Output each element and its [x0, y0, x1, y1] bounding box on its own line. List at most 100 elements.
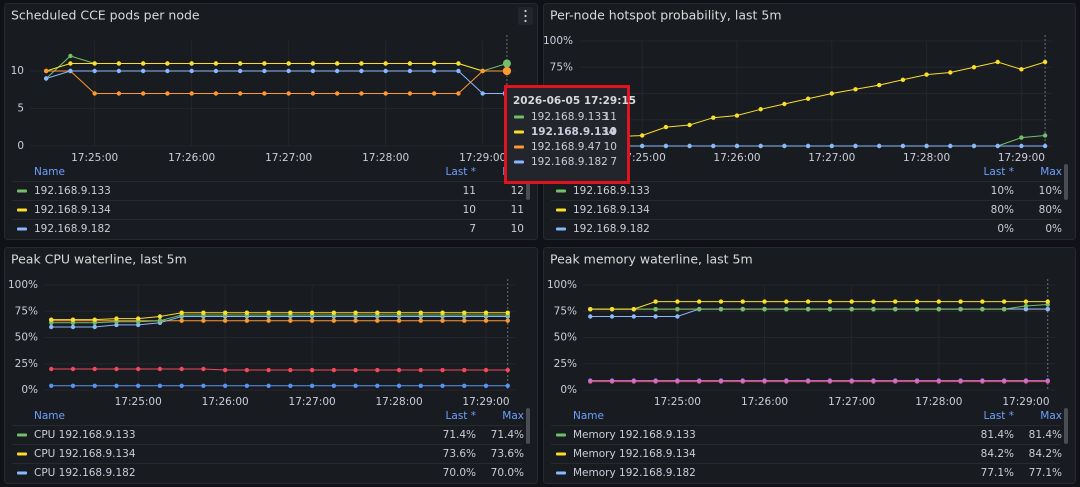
data-point — [718, 306, 724, 312]
x-tick-label: 17:26:00 — [168, 152, 215, 164]
data-point — [893, 299, 898, 304]
data-point — [331, 318, 337, 323]
legend-header: Last * — [984, 166, 1014, 178]
x-tick-label: 17:28:00 — [362, 152, 409, 164]
data-point — [140, 61, 146, 66]
data-point — [418, 383, 423, 388]
data-point — [653, 314, 658, 319]
tooltip-name: 192.168.9.133 — [531, 111, 608, 123]
data-point — [758, 107, 763, 112]
x-tick-label: 17:28:00 — [903, 152, 950, 164]
legend-swatch — [556, 433, 566, 437]
legend-swatch — [17, 452, 27, 456]
series-line — [51, 314, 508, 324]
data-point — [480, 68, 485, 74]
panel-background — [543, 247, 1076, 484]
data-point — [631, 314, 637, 319]
data-point — [237, 68, 243, 74]
data-point — [157, 318, 163, 323]
data-point — [334, 61, 340, 66]
y-tick-label: 100% — [547, 279, 577, 291]
data-point — [900, 77, 906, 83]
tooltip-highlight — [504, 85, 630, 184]
data-point — [711, 115, 716, 120]
data-point — [49, 317, 54, 322]
y-tick-label: 25% — [554, 358, 577, 370]
data-point — [762, 306, 767, 312]
data-point — [396, 318, 402, 323]
data-point — [980, 299, 985, 304]
legend-last: 10% — [991, 185, 1014, 197]
data-point — [92, 68, 97, 74]
y-tick-label: 10 — [11, 65, 24, 77]
data-point — [70, 317, 76, 322]
data-point — [43, 68, 49, 74]
data-point — [431, 68, 437, 74]
y-tick-label: 100% — [8, 279, 38, 291]
data-point — [1042, 59, 1048, 65]
data-point — [853, 87, 858, 92]
legend-scrollbar[interactable] — [1064, 164, 1068, 200]
data-point — [782, 101, 787, 107]
legend-name: 192.168.9.134 — [573, 204, 650, 216]
legend-name: CPU 192.168.9.134 — [34, 448, 136, 460]
data-point — [653, 299, 658, 304]
data-point — [49, 366, 54, 372]
data-point — [244, 310, 250, 315]
legend-max: 80% — [1039, 204, 1062, 216]
data-point — [505, 318, 510, 323]
data-point — [924, 143, 929, 149]
data-point — [696, 378, 702, 383]
x-tick-label: 17:26:00 — [713, 152, 760, 164]
data-point — [334, 68, 340, 74]
data-point — [418, 310, 423, 315]
x-tick-label: 17:25:00 — [115, 396, 162, 408]
menu-button[interactable] — [518, 7, 533, 25]
data-point — [849, 378, 854, 383]
data-point — [805, 306, 811, 312]
data-point — [213, 61, 219, 66]
data-point — [462, 318, 467, 323]
data-point — [70, 366, 76, 372]
tooltip-value: 11 — [604, 111, 617, 123]
data-point — [505, 367, 510, 373]
legend-header: Last * — [446, 166, 476, 178]
legend-scrollbar[interactable] — [1064, 408, 1068, 444]
data-point — [266, 318, 271, 323]
series-line — [590, 301, 1048, 310]
legend-header: Max — [502, 410, 524, 422]
data-point — [43, 76, 49, 81]
data-point — [853, 143, 858, 149]
tooltip-name: 192.168.9.182 — [531, 156, 608, 168]
data-point — [353, 383, 358, 388]
data-point — [70, 324, 76, 330]
series-line — [46, 63, 507, 72]
data-point — [114, 319, 119, 324]
data-point — [222, 383, 228, 388]
legend-last: 80% — [991, 204, 1014, 216]
y-tick-label: 75% — [15, 305, 38, 317]
legend-swatch — [17, 208, 27, 212]
series-line — [46, 70, 507, 94]
data-point — [893, 306, 898, 312]
data-point — [924, 72, 929, 77]
data-point — [877, 82, 882, 88]
data-point — [383, 91, 388, 96]
data-point — [92, 61, 97, 66]
y-tick-label: 0 — [17, 140, 24, 152]
panel: Scheduled CCE pods per node 0 5 10 17:25:00 1… — [4, 3, 538, 240]
tooltip-name: 192.168.9.134 — [531, 126, 616, 138]
data-point — [914, 378, 920, 383]
data-point — [116, 68, 122, 74]
data-point — [165, 68, 170, 74]
data-point — [784, 299, 789, 304]
data-point — [1023, 378, 1029, 383]
legend-scrollbar[interactable] — [526, 408, 530, 444]
data-point — [609, 314, 615, 319]
legend-name: 192.168.9.182 — [34, 223, 111, 235]
data-point — [827, 299, 833, 304]
legend-max: 10 — [511, 223, 524, 235]
data-point — [462, 310, 467, 315]
data-point — [483, 318, 489, 323]
